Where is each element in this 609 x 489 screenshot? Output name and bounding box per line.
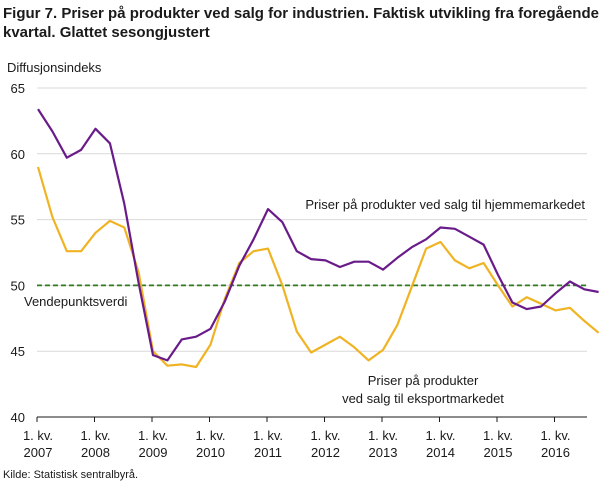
x-tick-label-year: 2007 — [24, 445, 53, 460]
x-tick-label-year: 2010 — [196, 445, 225, 460]
series-line-export — [36, 166, 600, 369]
x-tick-label-year: 2013 — [369, 445, 398, 460]
y-tick-label: 50 — [11, 278, 25, 293]
x-tick-label: 1. kv. — [368, 428, 398, 443]
y-axis-label: Diffusjonsindeks — [7, 60, 102, 75]
axes-group: 40 45 50 55 60 65 1. kv. 2007 1. kv. 2008 1. kv. 20… — [11, 81, 587, 460]
y-tick-label: 40 — [11, 410, 25, 425]
y-tick-label: 60 — [11, 147, 25, 162]
y-tick-label: 55 — [11, 213, 25, 228]
x-tick-label: 1. kv. — [80, 428, 110, 443]
x-tick-label: 1. kv. — [425, 428, 455, 443]
chart-title: Figur 7. Priser på produkter ved salg fo… — [3, 5, 599, 41]
x-tick-label: 1. kv. — [138, 428, 168, 443]
x-tick-label: 1. kv. — [483, 428, 513, 443]
series-group — [36, 108, 600, 369]
annotation-export-line1: Priser på produkter — [368, 373, 479, 388]
x-tick-label-year: 2016 — [541, 445, 570, 460]
y-tick-label: 65 — [11, 81, 25, 96]
x-tick-label: 1. kv. — [23, 428, 53, 443]
annotation-export-line2: ved salg til eksportmarkedet — [342, 391, 504, 406]
x-tick-label-year: 2011 — [254, 445, 282, 460]
x-tick-label: 1. kv. — [253, 428, 283, 443]
annotation-domestic: Priser på produkter ved salg til hjemmem… — [305, 197, 585, 212]
x-tick-label-year: 2014 — [426, 445, 455, 460]
x-tick-label-year: 2015 — [484, 445, 513, 460]
x-tick-label-year: 2009 — [139, 445, 168, 460]
x-tick-label: 1. kv. — [195, 428, 225, 443]
reference-line-label: Vendepunktsverdi — [24, 294, 127, 309]
x-tick-label-year: 2012 — [311, 445, 340, 460]
gridlines — [37, 87, 587, 352]
y-tick-label: 45 — [11, 344, 25, 359]
x-tick-label: 1. kv. — [540, 428, 570, 443]
x-tick-label: 1. kv. — [310, 428, 340, 443]
series-line-domestic — [37, 108, 599, 362]
annotations-group: Priser på produkter ved salg til hjemmem… — [24, 197, 585, 406]
x-tick-label-year: 2008 — [81, 445, 110, 460]
source-note: Kilde: Statistisk sentralbyrå. — [3, 469, 139, 481]
